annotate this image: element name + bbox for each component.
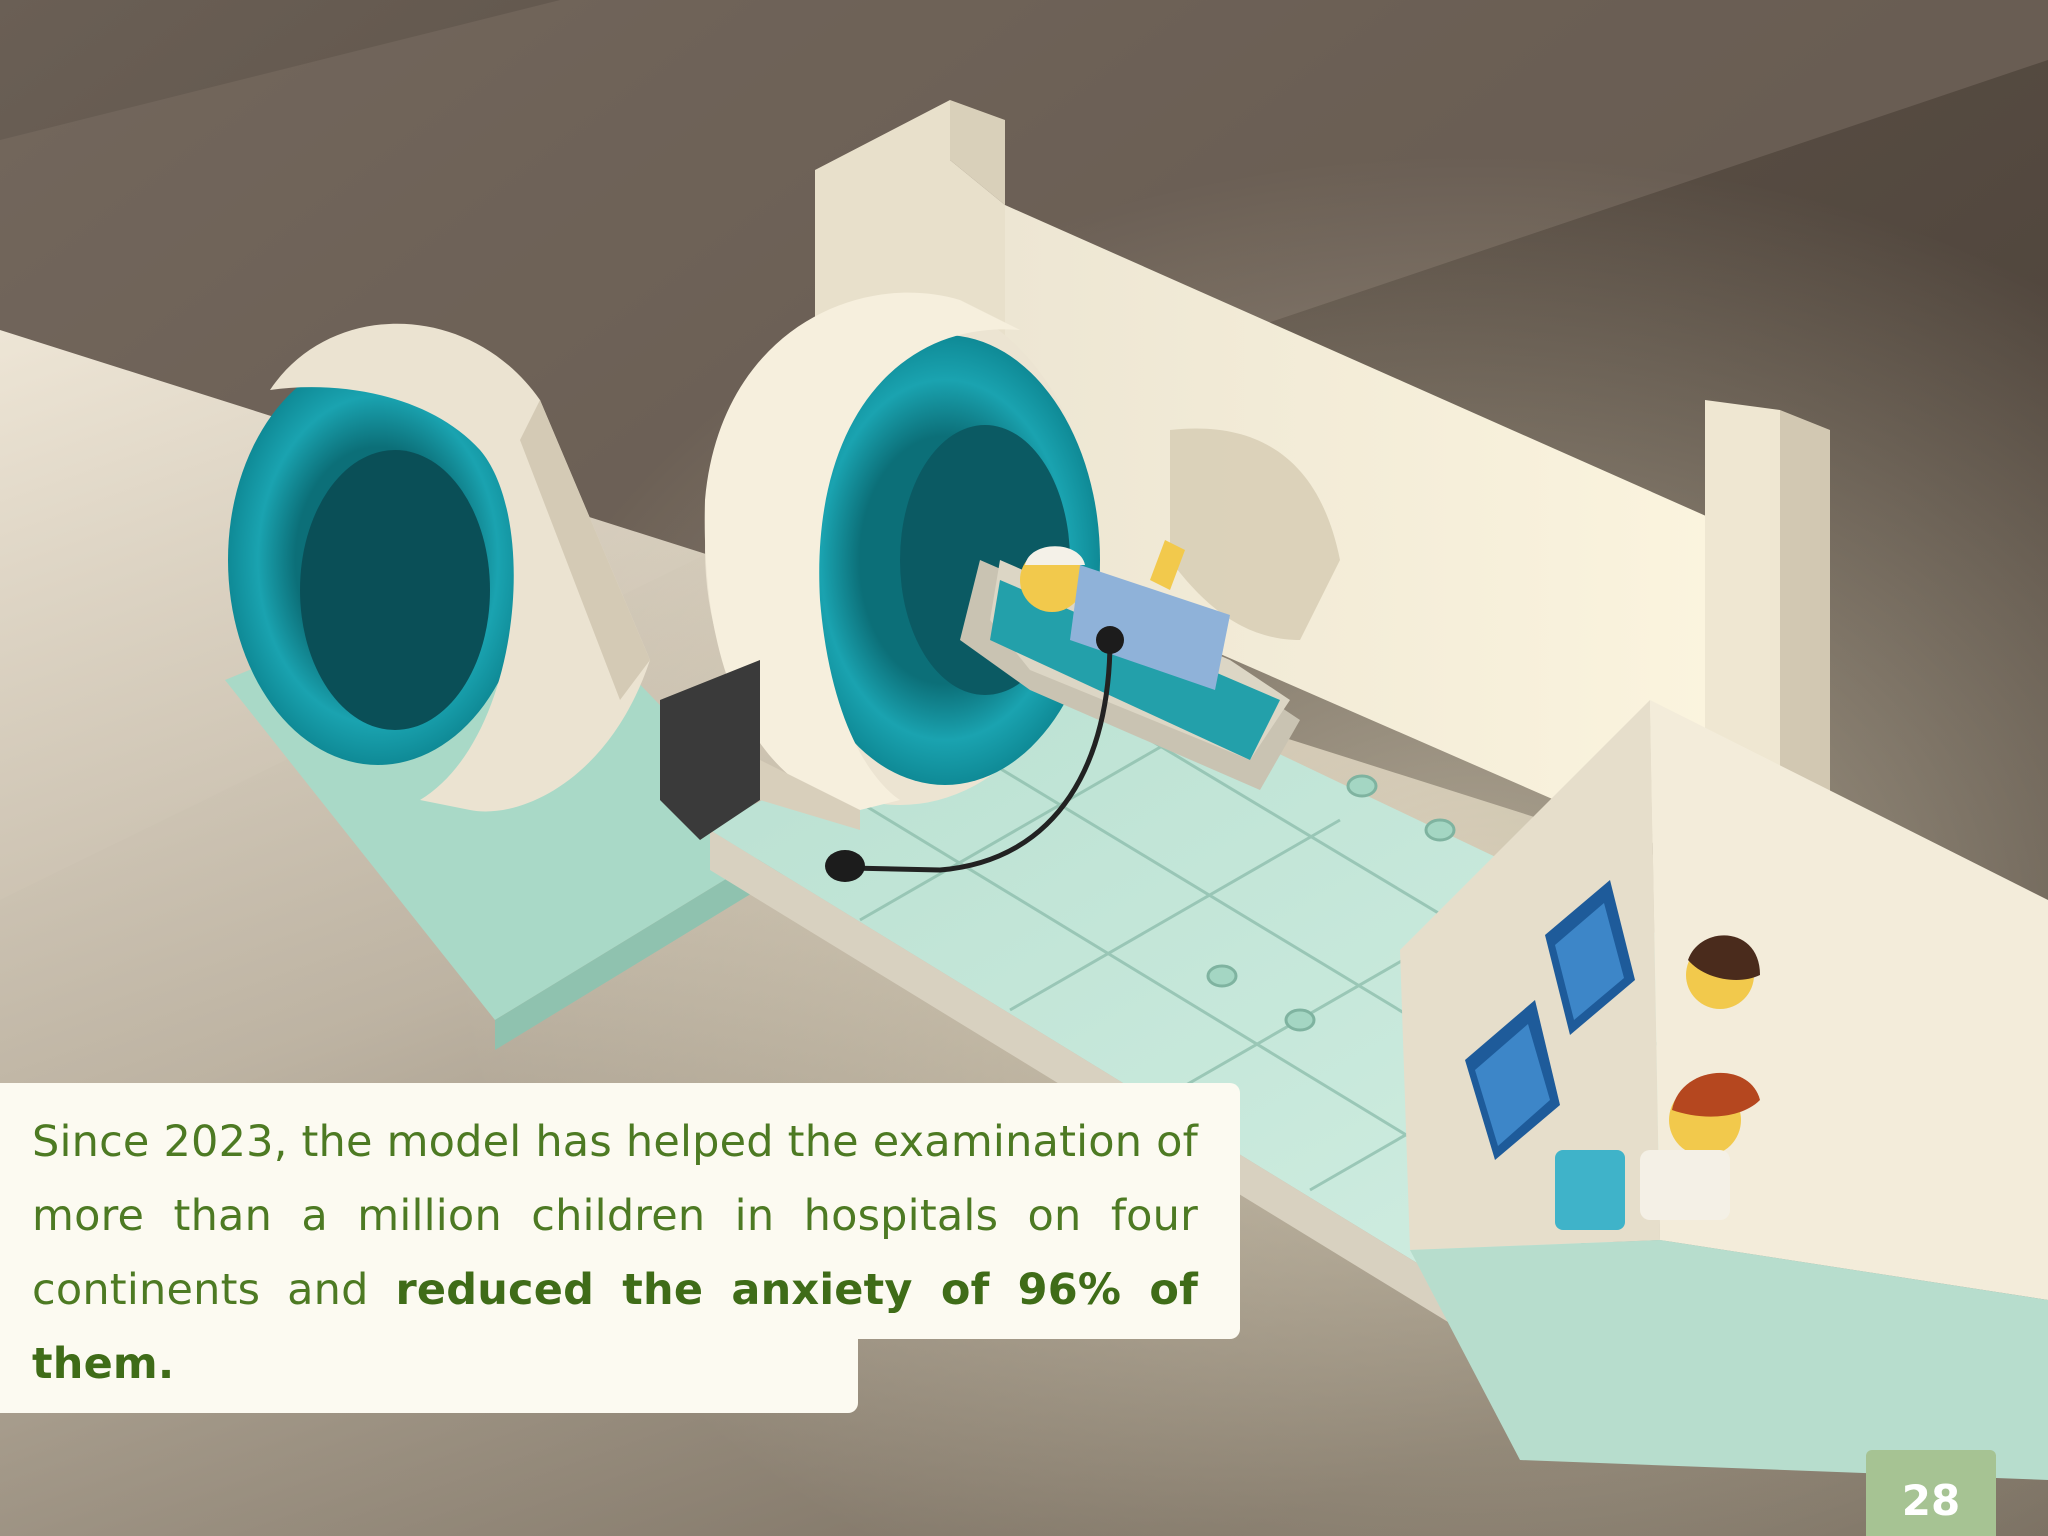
caption-box: Since 2023, the model has helped the exa… bbox=[0, 1083, 1240, 1413]
page-number-badge: 28 bbox=[1866, 1450, 1996, 1536]
page-number: 28 bbox=[1902, 1476, 1960, 1525]
caption-text: Since 2023, the model has helped the exa… bbox=[32, 1105, 1198, 1401]
